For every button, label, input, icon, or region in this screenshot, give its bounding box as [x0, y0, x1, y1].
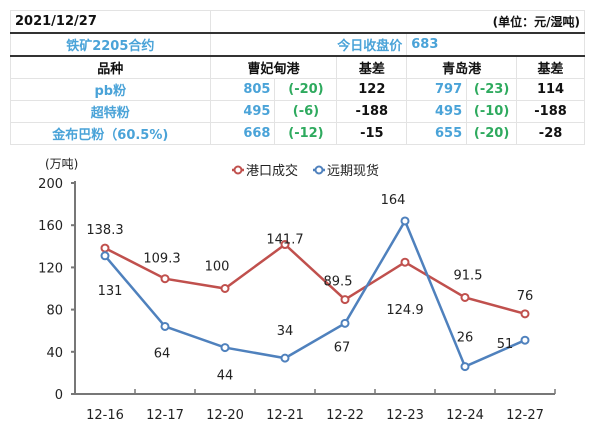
table-row: pb粉 805 (-20) 122 797 (-23) 114	[10, 78, 585, 101]
x-tick-label: 12-16	[86, 408, 124, 423]
data-point	[280, 353, 290, 363]
y-tick-label: 200	[38, 177, 63, 192]
port2-change: (-20)	[466, 122, 518, 145]
price-table: 2021/12/27 (单位：元/湿吨) 铁矿2205合约 今日收盘价 683 …	[10, 10, 586, 145]
legend-label: 远期现货	[327, 163, 379, 179]
port2-change: (-10)	[466, 100, 518, 123]
data-point	[160, 274, 170, 284]
table-row: 超特粉 495 (-6) -188 495 (-10) -188	[10, 100, 585, 123]
port2-basis: -28	[516, 122, 585, 145]
x-tick-label: 12-17	[146, 408, 184, 423]
data-label: 91.5	[454, 268, 483, 283]
port1-change: (-6)	[274, 100, 338, 123]
port2-basis: -188	[516, 100, 585, 123]
date-cell: 2021/12/27	[10, 10, 211, 34]
data-labels: 138.3 109.3 100 141.7 89.5 124.9 91.5 76 131 64 44…	[86, 193, 533, 384]
header-basis1: 基差	[336, 55, 408, 79]
legend-label: 港口成交	[246, 163, 298, 179]
variety-name: 超特粉	[10, 100, 211, 123]
data-point	[520, 309, 530, 319]
data-label: 164	[381, 193, 406, 208]
data-point	[400, 257, 410, 267]
data-label: 34	[277, 324, 294, 339]
data-label: 64	[154, 346, 171, 361]
data-point	[340, 318, 350, 328]
data-label: 89.5	[324, 275, 353, 290]
data-label: 100	[205, 260, 230, 275]
data-label: 124.9	[386, 303, 423, 318]
data-label: 131	[98, 284, 123, 299]
y-tick-label: 160	[38, 219, 63, 234]
y-tick-label: 40	[46, 346, 63, 361]
header-port1: 曹妃甸港	[209, 55, 338, 79]
data-label: 51	[497, 337, 514, 352]
port2-price: 495	[406, 100, 468, 123]
port1-price: 495	[209, 100, 276, 123]
legend-marker-icon	[314, 165, 324, 175]
variety-name: pb粉	[10, 78, 211, 101]
data-point	[520, 335, 530, 345]
legend-marker-icon	[233, 165, 243, 175]
data-point	[460, 292, 470, 302]
header-variety: 品种	[10, 55, 211, 79]
port1-change: (-12)	[274, 122, 338, 145]
axes: 0 40 80 120 160 200 12-16 12-17 12-20 12-21 12-22 1…	[38, 177, 556, 423]
close-label: 今日收盘价	[209, 32, 408, 57]
x-tick-label: 12-20	[206, 408, 244, 423]
unit-cell: (单位：元/湿吨)	[209, 10, 586, 34]
series-group	[100, 216, 530, 372]
contract-cell: 铁矿2205合约	[10, 32, 211, 57]
data-point	[100, 251, 110, 261]
data-point	[220, 343, 230, 353]
port2-basis: 114	[516, 78, 585, 101]
x-tick-label: 12-22	[326, 408, 364, 423]
header-port2: 青岛港	[406, 55, 518, 79]
data-label: 67	[334, 340, 351, 355]
port1-basis: 122	[336, 78, 408, 101]
data-label: 44	[217, 369, 234, 384]
legend: 港口成交 远期现货	[232, 163, 379, 179]
variety-name: 金布巴粉（60.5%)	[10, 122, 211, 145]
data-point	[160, 321, 170, 331]
data-label: 76	[517, 289, 534, 304]
port2-price: 655	[406, 122, 468, 145]
port2-price: 797	[406, 78, 468, 101]
y-tick-label: 80	[46, 304, 63, 319]
y-tick-label: 120	[38, 261, 63, 276]
series-line	[104, 218, 526, 369]
x-tick-label: 12-21	[266, 408, 304, 423]
close-value: 683	[406, 32, 585, 57]
x-tick-label: 12-27	[506, 408, 544, 423]
y-tick-label: 0	[55, 388, 63, 403]
data-point	[280, 240, 290, 250]
series-line	[104, 242, 526, 316]
port1-price: 805	[209, 78, 276, 101]
y-axis-unit: (万吨)	[45, 157, 78, 171]
data-label: 109.3	[143, 252, 180, 267]
x-tick-label: 12-23	[386, 408, 424, 423]
data-point	[100, 243, 110, 253]
data-point	[460, 362, 470, 372]
header-basis2: 基差	[516, 55, 585, 79]
port1-change: (-20)	[274, 78, 338, 101]
data-label: 138.3	[86, 223, 123, 238]
data-label: 26	[457, 331, 474, 346]
table-row: 金布巴粉（60.5%) 668 (-12) -15 655 (-20) -28	[10, 122, 585, 145]
port1-basis: -15	[336, 122, 408, 145]
data-point	[400, 216, 410, 226]
line-chart: (万吨) 港口成交 远期现货 0 40 80 120 160 200 12-16 12-17 12…	[38, 157, 556, 423]
x-tick-label: 12-24	[446, 408, 484, 423]
data-point	[220, 284, 230, 293]
data-label: 141.7	[266, 233, 303, 248]
port1-basis: -188	[336, 100, 408, 123]
data-point	[340, 295, 350, 305]
port2-change: (-23)	[466, 78, 518, 101]
